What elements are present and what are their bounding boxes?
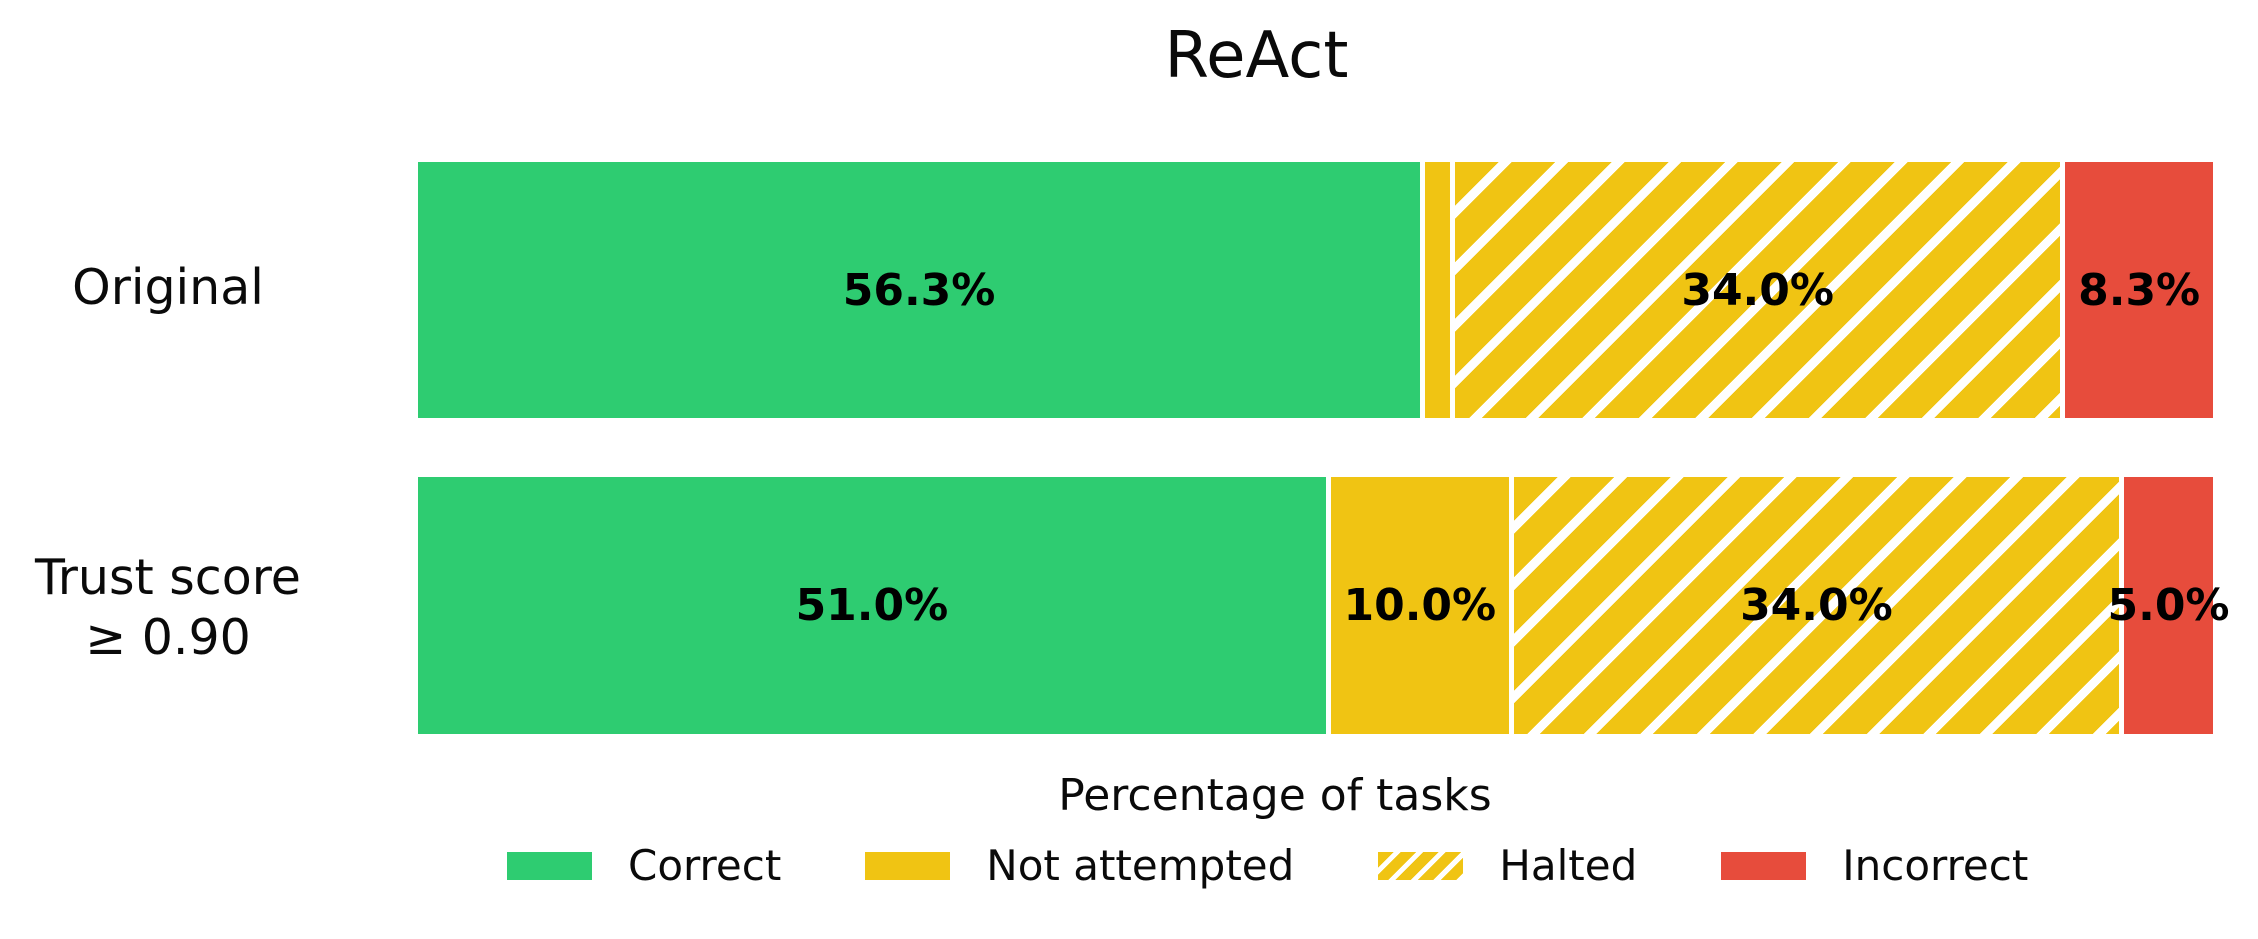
bar-value-label: 34.0%	[1740, 580, 1893, 631]
row-label-trust-score: Trust score ≥ 0.90	[0, 548, 336, 668]
legend-item-incorrect: Incorrect	[1721, 841, 2028, 890]
bar-value-label: 34.0%	[1681, 264, 1834, 316]
row-label-line: ≥ 0.90	[85, 608, 251, 666]
bar-value-label: 5.0%	[2107, 580, 2230, 631]
legend-swatch-halted-icon	[1378, 851, 1464, 880]
legend-label-correct: Correct	[628, 841, 782, 890]
legend-item-correct: Correct	[507, 841, 781, 890]
bar-segment-halted: 34.0%	[1513, 477, 2119, 734]
legend-item-halted: Halted	[1378, 841, 1637, 890]
bar-segment-halted: 34.0%	[1455, 162, 2061, 418]
legend: Correct Not attempted Halted Incorrect	[507, 841, 2028, 890]
legend-swatch-incorrect-icon	[1721, 851, 1807, 880]
row-label-line: Original	[72, 259, 264, 316]
bar-segment-incorrect: 8.3%	[2065, 162, 2213, 418]
bar-original: 56.3% 34.0% 8.3%	[418, 162, 2213, 418]
bar-value-label: 56.3%	[842, 264, 996, 316]
bar-segment-not-attempted	[1425, 162, 1451, 418]
legend-label-halted: Halted	[1499, 841, 1638, 890]
bar-segment-incorrect: 5.0%	[2107, 477, 2230, 734]
bar-segment-not-attempted: 10.0%	[1330, 477, 1509, 734]
chart-title: ReAct	[1164, 19, 1349, 93]
legend-swatch-correct-icon	[507, 851, 592, 880]
bar-value-label: 51.0%	[795, 580, 949, 631]
bar-segment-correct: 56.3%	[418, 162, 1421, 418]
x-axis-label: Percentage of tasks	[1058, 770, 1492, 821]
bar-segment-correct: 51.0%	[418, 477, 1326, 734]
legend-item-not-attempted: Not attempted	[865, 841, 1294, 890]
bar-trust-score: 51.0% 10.0% 34.0% 5.0%	[418, 477, 2230, 734]
legend-swatch-not-attempted-icon	[865, 851, 951, 880]
row-label-line: Trust score	[35, 549, 301, 606]
row-label-original: Original	[0, 258, 336, 318]
bar-value-label: 10.0%	[1343, 580, 1497, 631]
legend-label-incorrect: Incorrect	[1842, 841, 2029, 890]
bar-value-label: 8.3%	[2078, 264, 2201, 316]
legend-label-not-attempted: Not attempted	[986, 841, 1295, 890]
